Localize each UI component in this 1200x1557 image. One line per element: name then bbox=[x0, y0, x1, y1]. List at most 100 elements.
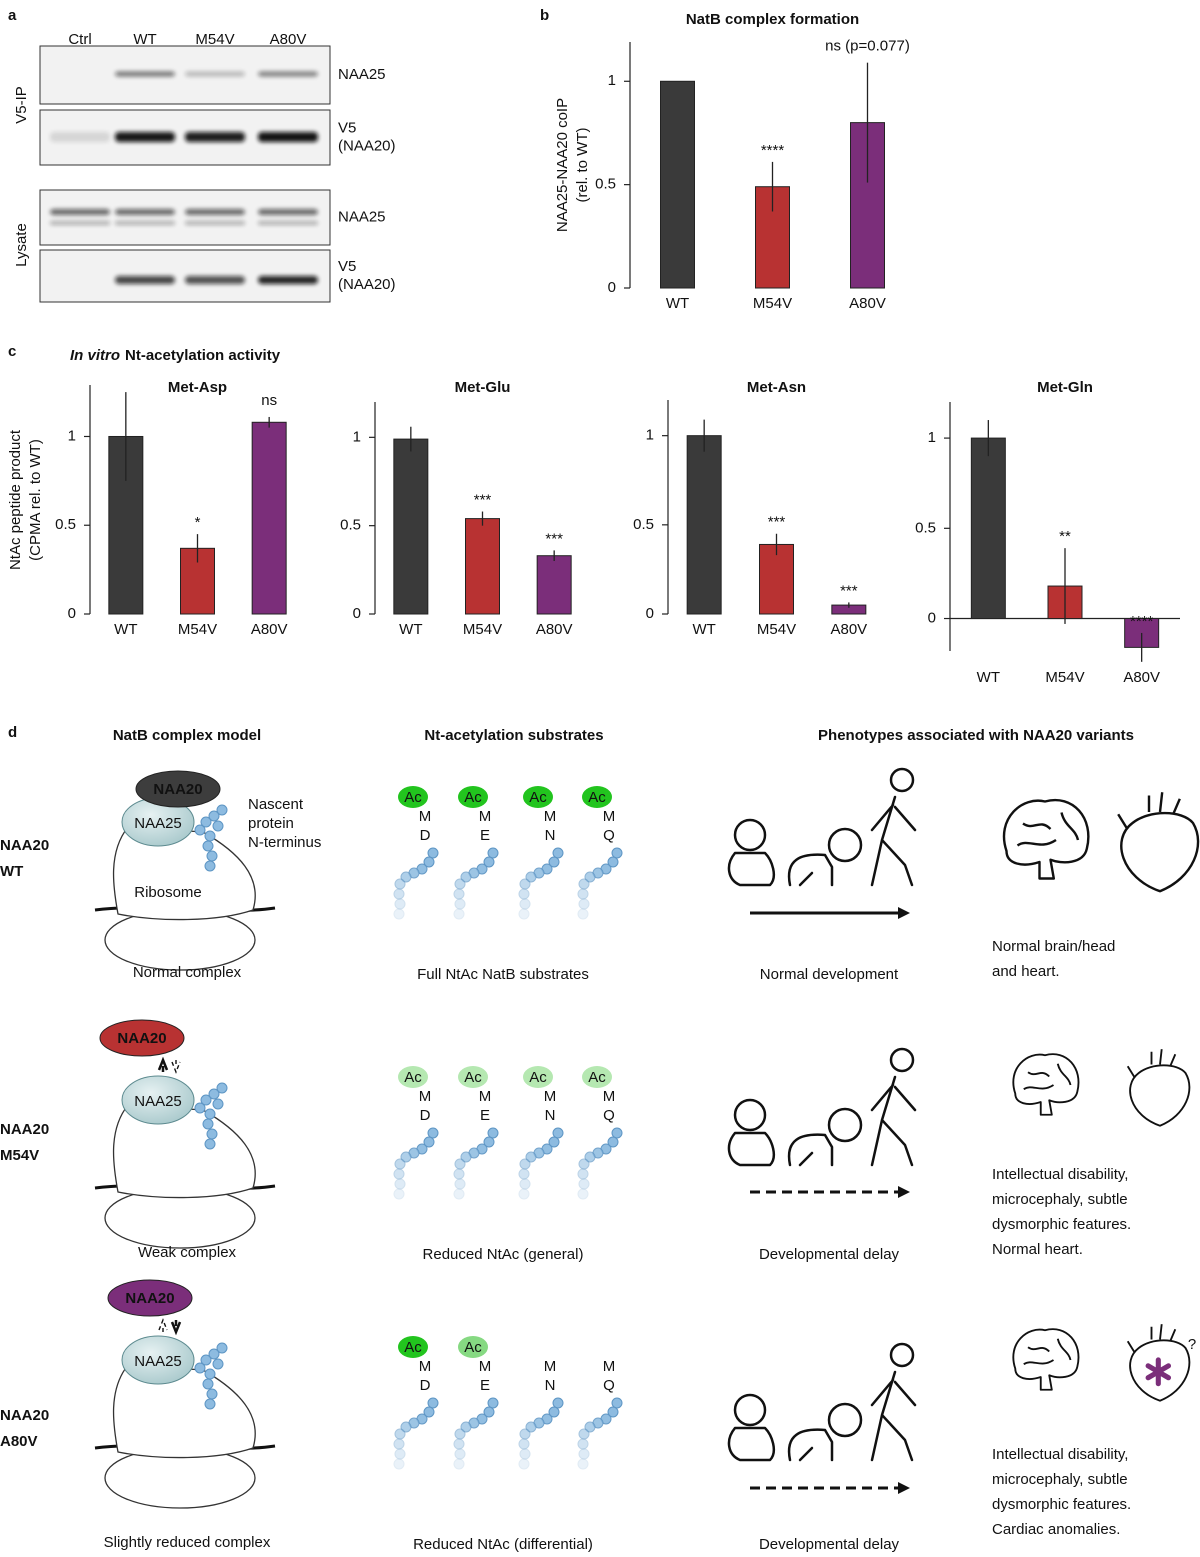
ribosome-small bbox=[112, 826, 256, 921]
bead bbox=[204, 1368, 216, 1380]
bead bbox=[393, 1188, 405, 1200]
panel-label: c bbox=[8, 343, 16, 360]
phenotype-text: Normal brain/head bbox=[992, 938, 1115, 955]
blot-band bbox=[258, 71, 318, 77]
bead bbox=[427, 1127, 439, 1139]
acetyl-label: Ac bbox=[529, 1069, 547, 1086]
bead bbox=[519, 878, 531, 890]
bead bbox=[427, 847, 439, 859]
bead bbox=[206, 850, 218, 862]
bead bbox=[577, 1168, 589, 1180]
significance: ** bbox=[1059, 528, 1071, 545]
residue: M bbox=[419, 808, 432, 825]
bead bbox=[394, 898, 406, 910]
bead bbox=[216, 1082, 228, 1094]
residue: M bbox=[544, 1358, 557, 1375]
development-caption: Normal development bbox=[760, 966, 899, 983]
band-label: V5 bbox=[338, 258, 356, 275]
blot-band bbox=[185, 71, 245, 77]
bead bbox=[400, 1421, 412, 1433]
blot-box bbox=[39, 189, 331, 246]
bead bbox=[518, 1438, 530, 1450]
bead bbox=[200, 1094, 212, 1106]
bead bbox=[578, 1428, 590, 1440]
bead bbox=[577, 908, 589, 920]
column-heading: NatB complex model bbox=[113, 727, 261, 744]
substrate-caption: Reduced NtAc (differential) bbox=[413, 1536, 593, 1553]
y-tick-label: 0 bbox=[68, 605, 76, 622]
acetyl bbox=[458, 1336, 488, 1358]
residue: Q bbox=[603, 1107, 615, 1124]
bead bbox=[611, 1397, 623, 1409]
bead bbox=[393, 888, 405, 900]
bead bbox=[204, 860, 216, 872]
acetyl-label: Ac bbox=[404, 789, 422, 806]
y-axis-label: (CPMA rel. to WT) bbox=[27, 439, 44, 561]
naa25 bbox=[121, 1075, 195, 1125]
bead bbox=[202, 1118, 214, 1130]
baby-head bbox=[733, 1393, 767, 1427]
bead bbox=[423, 1136, 435, 1148]
bead bbox=[525, 1151, 537, 1163]
y-tick-label: 1 bbox=[68, 427, 76, 444]
blot-band bbox=[258, 221, 318, 225]
bead bbox=[584, 1151, 596, 1163]
bead bbox=[453, 1168, 465, 1180]
y-tick-label: 0.5 bbox=[633, 516, 654, 533]
bead bbox=[454, 1178, 466, 1190]
ribosome-label: Ribosome bbox=[134, 884, 202, 901]
residue: D bbox=[420, 827, 431, 844]
walker-body bbox=[870, 795, 917, 887]
brain bbox=[1012, 1328, 1080, 1391]
x-tick-label: M54V bbox=[757, 621, 796, 638]
naa20-label: NAA20 bbox=[153, 781, 202, 798]
y-tick-label: 0 bbox=[353, 605, 361, 622]
y-tick-label: 0.5 bbox=[915, 519, 936, 536]
residue: Q bbox=[603, 827, 615, 844]
bead bbox=[578, 1448, 590, 1460]
bead bbox=[453, 1438, 465, 1450]
significance: *** bbox=[545, 530, 563, 547]
chart-title: Met-Asn bbox=[747, 379, 806, 396]
blot-band bbox=[115, 132, 175, 142]
acetyl bbox=[582, 786, 612, 808]
blot-band bbox=[115, 71, 175, 77]
residue: E bbox=[480, 1107, 490, 1124]
acetyl-label: Ac bbox=[464, 789, 482, 806]
nascent-label: Nascent bbox=[248, 796, 304, 813]
x-tick-label: M54V bbox=[1045, 669, 1084, 686]
y-tick-label: 0.5 bbox=[55, 516, 76, 533]
significance: *** bbox=[840, 582, 858, 599]
residue: N bbox=[545, 1107, 556, 1124]
bead bbox=[394, 1448, 406, 1460]
complex-caption: Normal complex bbox=[133, 964, 242, 981]
chart-title: Met-Asp bbox=[168, 379, 227, 396]
x-tick-label: M54V bbox=[178, 621, 217, 638]
bead bbox=[483, 856, 495, 868]
bead bbox=[394, 1178, 406, 1190]
x-tick-label: M54V bbox=[753, 295, 792, 312]
y-tick-label: 0 bbox=[928, 609, 936, 626]
x-tick-label: WT bbox=[693, 621, 716, 638]
bead bbox=[454, 1158, 466, 1170]
naa25-label: NAA25 bbox=[134, 1353, 182, 1370]
residue: N bbox=[545, 827, 556, 844]
bead bbox=[607, 1406, 619, 1418]
bead bbox=[212, 1098, 224, 1110]
heart-outline bbox=[1126, 1049, 1191, 1127]
y-axis-label: NAA25-NAA20 coIP bbox=[554, 98, 571, 232]
residue: E bbox=[480, 1377, 490, 1394]
column-heading: Nt-acetylation substrates bbox=[424, 727, 603, 744]
bead bbox=[423, 1406, 435, 1418]
bead bbox=[394, 1428, 406, 1440]
residue: Q bbox=[603, 1377, 615, 1394]
band-label: NAA25 bbox=[338, 208, 386, 225]
arrow-head bbox=[898, 1186, 910, 1198]
band-label: (NAA20) bbox=[338, 137, 396, 154]
naa20-label: NAA20 bbox=[125, 1290, 174, 1307]
bead bbox=[611, 847, 623, 859]
blot-band bbox=[185, 132, 245, 142]
blot-band bbox=[50, 209, 110, 215]
panel-label: d bbox=[8, 724, 17, 741]
bead bbox=[194, 824, 206, 836]
